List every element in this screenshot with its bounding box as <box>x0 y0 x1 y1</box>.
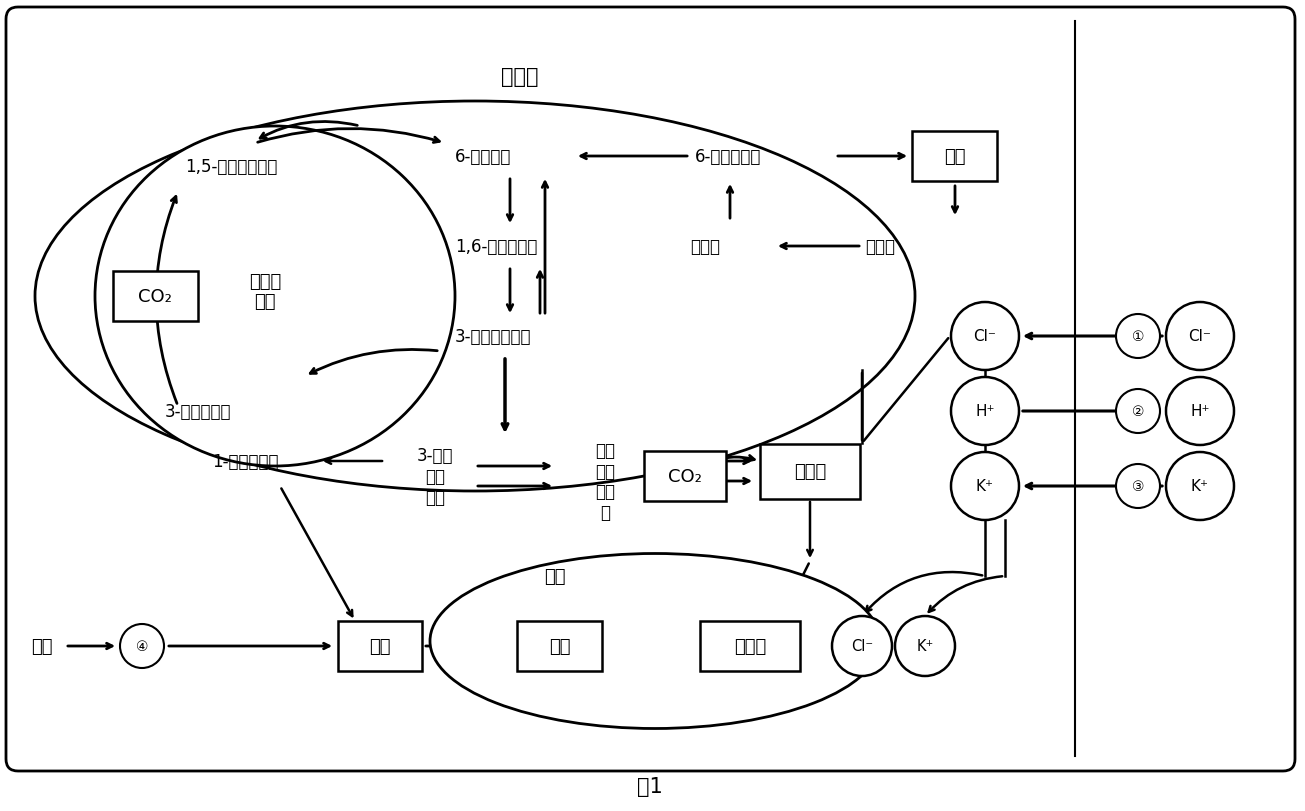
Text: Cl⁻: Cl⁻ <box>974 329 997 344</box>
Circle shape <box>1165 378 1235 445</box>
Circle shape <box>120 624 164 668</box>
Text: 1,5-二磷酸核酮糖: 1,5-二磷酸核酮糖 <box>185 158 278 176</box>
Text: 卡尔文
循环: 卡尔文 循环 <box>249 272 281 311</box>
Text: CO₂: CO₂ <box>138 288 172 306</box>
Text: 图1: 图1 <box>637 776 663 796</box>
Text: K⁺: K⁺ <box>1191 479 1208 494</box>
Circle shape <box>833 616 893 676</box>
Text: H⁺: H⁺ <box>1190 404 1210 419</box>
Circle shape <box>895 616 955 676</box>
Text: Cl⁻: Cl⁻ <box>851 639 873 654</box>
Text: CO₂: CO₂ <box>668 467 702 486</box>
Text: ④: ④ <box>136 639 149 653</box>
Text: 麦芒糖: 麦芒糖 <box>865 238 895 255</box>
Text: H⁺: H⁺ <box>975 404 994 419</box>
Text: 3-磷酸二羟丙酮: 3-磷酸二羟丙酮 <box>455 328 531 345</box>
Ellipse shape <box>431 554 880 728</box>
Circle shape <box>951 303 1019 371</box>
Text: 磷酸
烯醇
丙酮
酸: 磷酸 烯醇 丙酮 酸 <box>595 441 615 521</box>
FancyBboxPatch shape <box>760 444 860 499</box>
FancyBboxPatch shape <box>518 621 603 672</box>
Text: K⁺: K⁺ <box>916 639 933 654</box>
Text: K⁺: K⁺ <box>976 479 994 494</box>
Circle shape <box>951 378 1019 445</box>
Text: 淠粉: 淠粉 <box>945 148 966 165</box>
FancyBboxPatch shape <box>912 132 997 182</box>
Text: 3-磷酸
二羟
丙酮: 3-磷酸 二羟 丙酮 <box>416 447 453 506</box>
Text: 蔗糖: 蔗糖 <box>369 637 390 655</box>
Circle shape <box>1116 315 1160 358</box>
FancyBboxPatch shape <box>112 272 197 322</box>
Circle shape <box>1116 389 1160 433</box>
FancyBboxPatch shape <box>7 8 1295 771</box>
FancyBboxPatch shape <box>699 621 800 672</box>
Text: 叶绿体: 叶绿体 <box>501 67 539 87</box>
Text: 3-磷酸甘油酸: 3-磷酸甘油酸 <box>164 402 231 420</box>
Text: Cl⁻: Cl⁻ <box>1189 329 1211 344</box>
Ellipse shape <box>35 102 915 491</box>
Text: ①: ① <box>1131 329 1144 344</box>
Text: 苹果酸: 苹果酸 <box>733 637 766 655</box>
Text: 6-磷酸果糖: 6-磷酸果糖 <box>455 148 512 165</box>
Text: 1,6-二磷酸果糖: 1,6-二磷酸果糖 <box>455 238 538 255</box>
Text: 蔗糖: 蔗糖 <box>31 637 52 655</box>
Text: 6-磷酸葡萄糖: 6-磷酸葡萄糖 <box>696 148 761 165</box>
Text: 苹果酸: 苹果酸 <box>793 462 826 480</box>
Circle shape <box>1165 303 1235 371</box>
Text: 液泡: 液泡 <box>544 568 566 586</box>
FancyBboxPatch shape <box>643 452 726 501</box>
Text: ②: ② <box>1131 405 1144 418</box>
Text: ③: ③ <box>1131 479 1144 493</box>
Circle shape <box>951 453 1019 521</box>
Text: 1-磷酸葡萄糖: 1-磷酸葡萄糖 <box>211 453 278 470</box>
Text: 葡萄糖: 葡萄糖 <box>690 238 720 255</box>
Text: 蔗糖: 蔗糖 <box>549 637 570 655</box>
Circle shape <box>1165 453 1235 521</box>
Circle shape <box>1116 465 1160 508</box>
FancyBboxPatch shape <box>338 621 423 672</box>
Ellipse shape <box>95 127 455 466</box>
